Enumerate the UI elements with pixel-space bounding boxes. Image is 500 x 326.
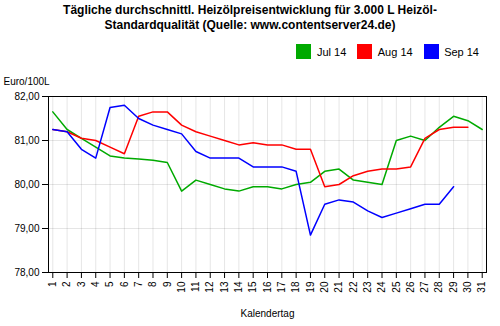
svg-text:9: 9 <box>162 281 173 287</box>
html-text:Sep 14: Sep 14 <box>444 45 479 58</box>
svg-text:26: 26 <box>405 281 416 293</box>
svg-text:27: 27 <box>419 281 430 293</box>
svg-text:12: 12 <box>204 281 215 293</box>
svg-text:23: 23 <box>362 281 373 293</box>
svg-text:22: 22 <box>348 281 359 293</box>
html-text:Tägliche durchschnittl. Heizöl: Tägliche durchschnittl. Heizölpreisentwi… <box>63 3 437 32</box>
svg-text:Euro/100L: Euro/100L <box>4 75 51 86</box>
html-text:Aug 14: Aug 14 <box>377 45 413 58</box>
svg-text:31: 31 <box>476 281 487 293</box>
svg-text:24: 24 <box>376 281 387 293</box>
svg-text:82,00: 82,00 <box>14 90 39 101</box>
svg-text:78,00: 78,00 <box>14 266 39 277</box>
html-text:Jul 14: Jul 14 <box>316 45 347 58</box>
svg-text:7: 7 <box>133 281 144 287</box>
svg-text:17: 17 <box>276 281 287 293</box>
svg-text:20: 20 <box>319 281 330 293</box>
svg-text:19: 19 <box>305 281 316 293</box>
svg-text:6: 6 <box>119 281 130 287</box>
svg-text:16: 16 <box>262 281 273 293</box>
svg-text:11: 11 <box>190 281 201 292</box>
svg-text:25: 25 <box>391 281 402 293</box>
svg-text:21: 21 <box>333 281 344 293</box>
svg-text:1: 1 <box>47 281 58 287</box>
svg-text:8: 8 <box>147 281 158 287</box>
svg-text:81,00: 81,00 <box>14 134 39 145</box>
svg-text:18: 18 <box>290 281 301 293</box>
svg-text:10: 10 <box>176 281 187 293</box>
svg-text:30: 30 <box>462 281 473 293</box>
svg-text:15: 15 <box>247 281 258 293</box>
svg-text:28: 28 <box>433 281 444 293</box>
svg-text:4: 4 <box>90 281 101 287</box>
svg-text:5: 5 <box>104 281 115 287</box>
svg-text:14: 14 <box>233 281 244 293</box>
svg-text:79,00: 79,00 <box>14 222 39 233</box>
svg-text:80,00: 80,00 <box>14 178 39 189</box>
svg-text:Kalendertag: Kalendertag <box>241 307 295 318</box>
svg-text:13: 13 <box>219 281 230 293</box>
svg-text:3: 3 <box>76 281 87 287</box>
svg-text:2: 2 <box>61 281 72 287</box>
svg-text:29: 29 <box>448 281 459 293</box>
